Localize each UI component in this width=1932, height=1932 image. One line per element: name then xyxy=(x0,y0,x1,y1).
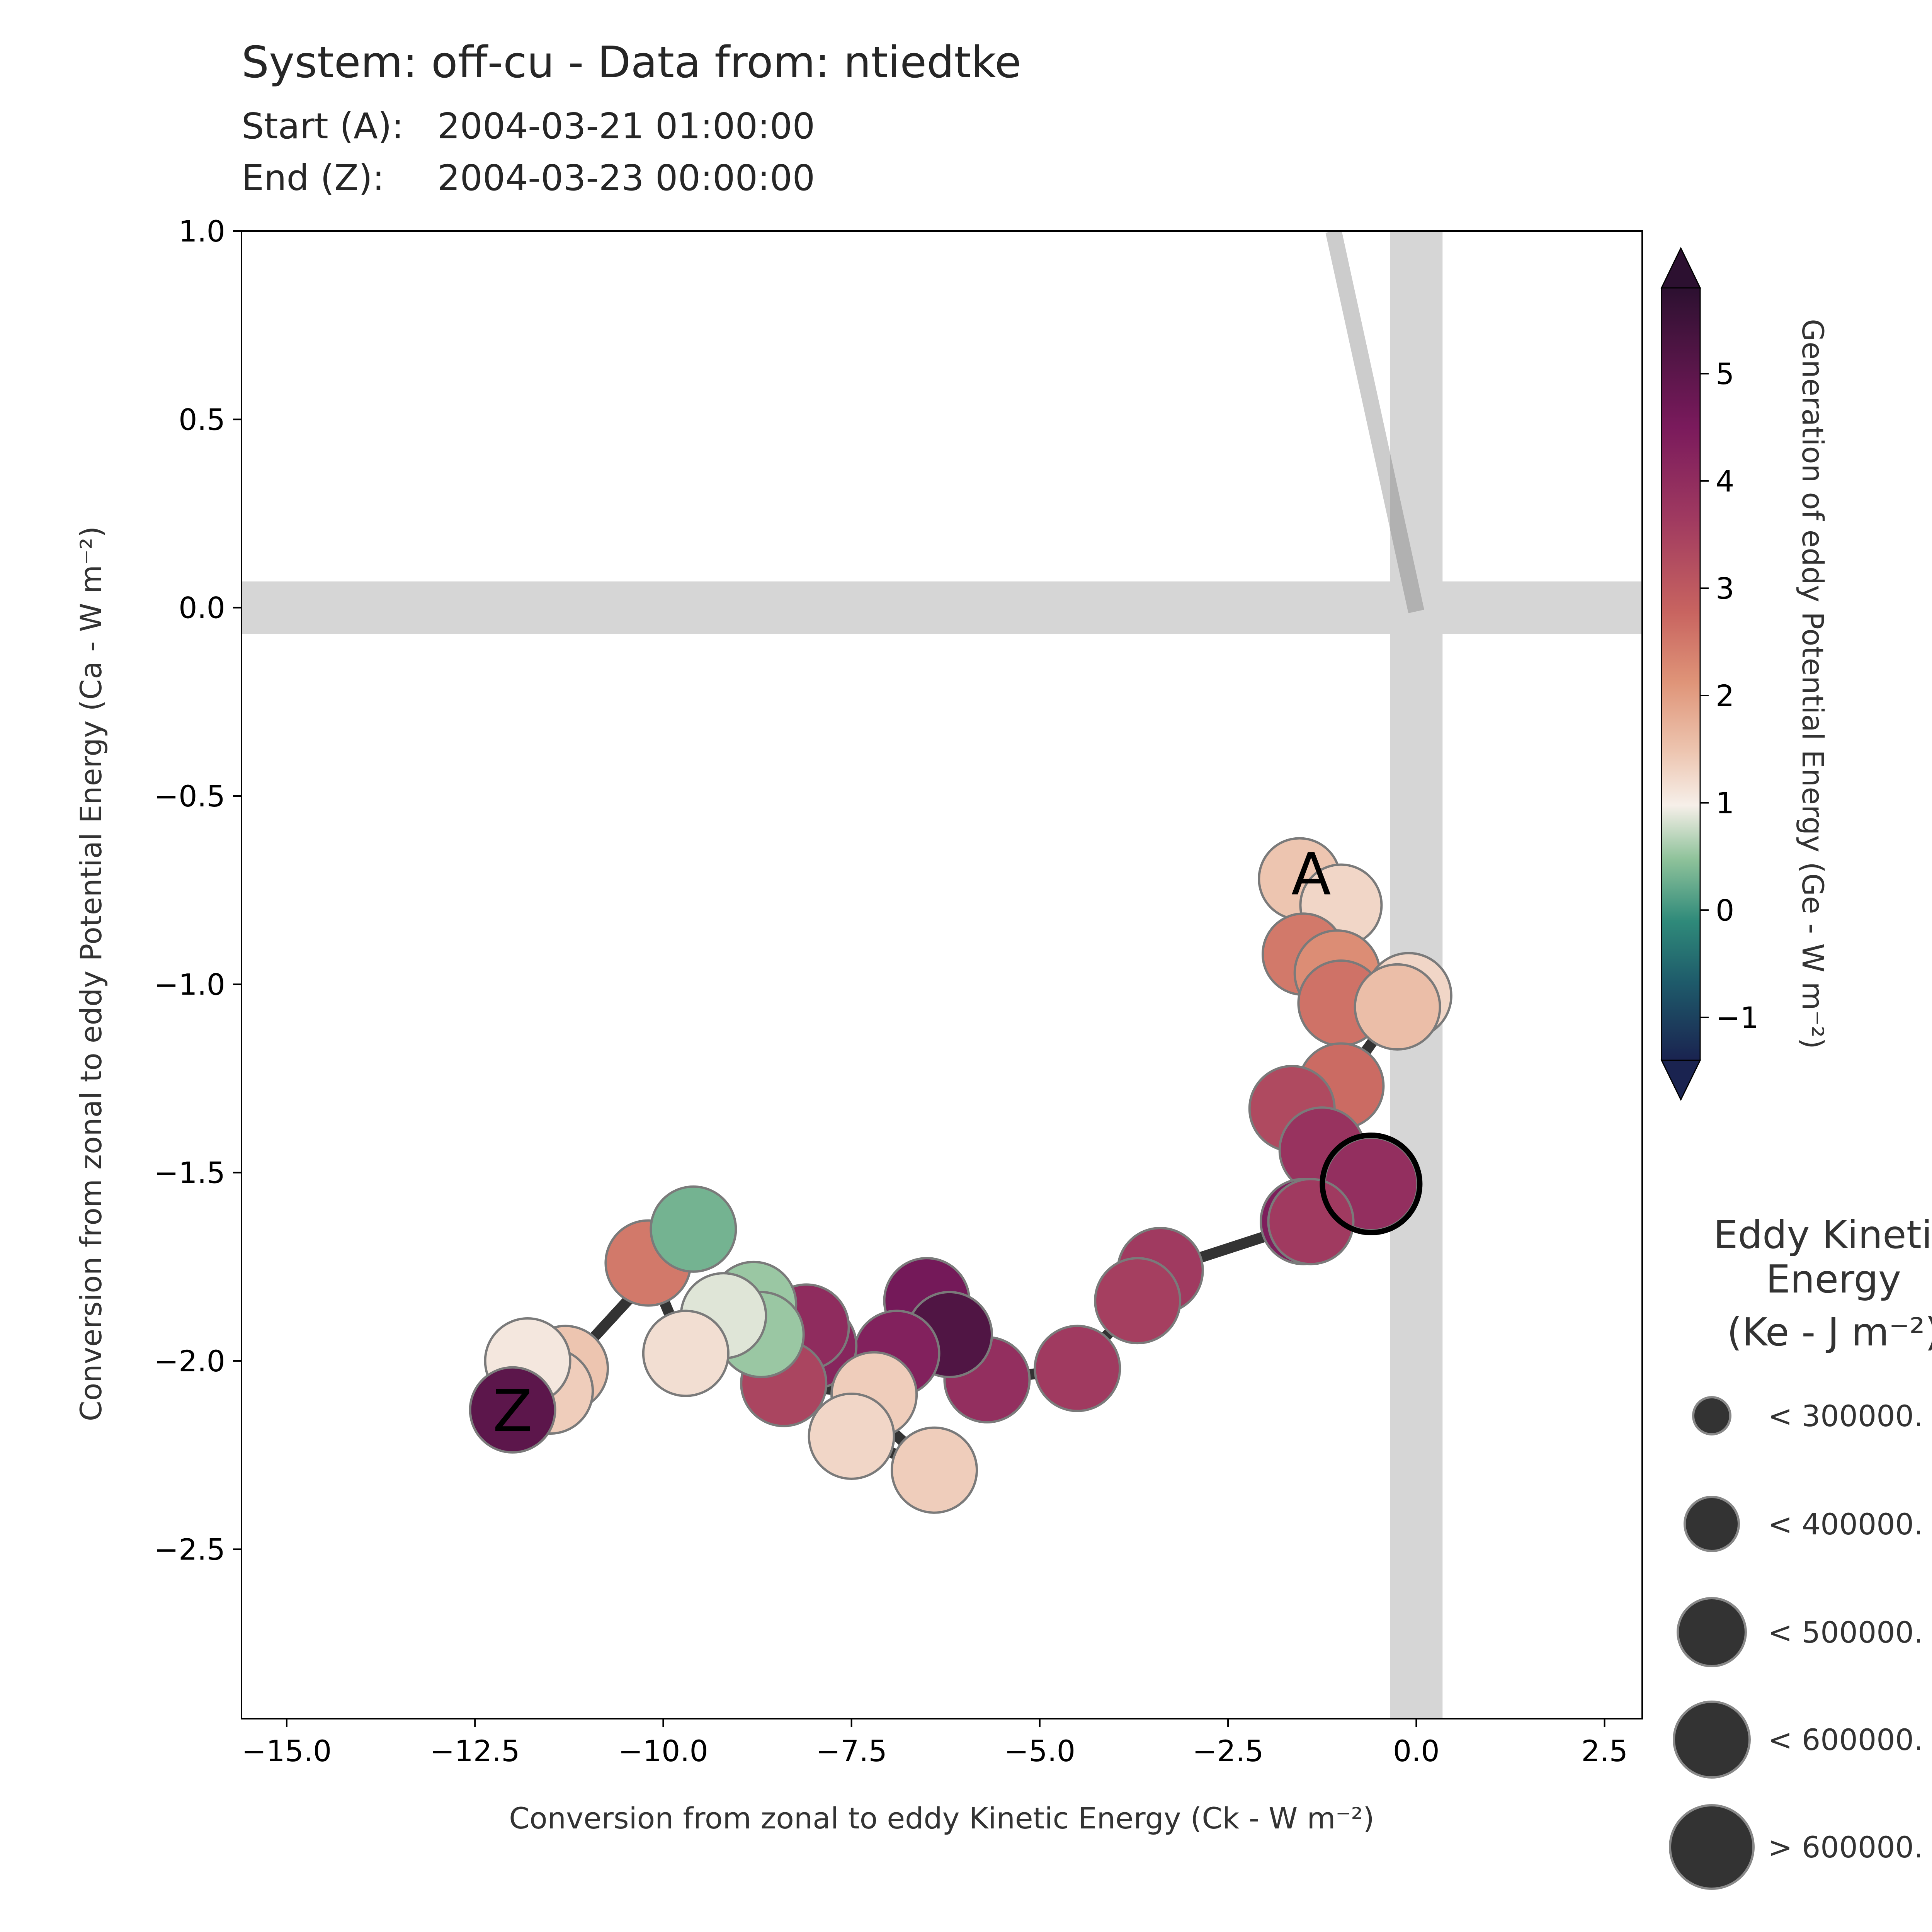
y-tick-label: −1.5 xyxy=(154,1156,225,1190)
x-tick-label: 2.5 xyxy=(1581,1734,1628,1768)
y-tick-label: −2.0 xyxy=(154,1344,225,1378)
colorbar-tick-label: 5 xyxy=(1716,357,1734,391)
colorbar-tick-label: 0 xyxy=(1716,893,1734,927)
legend-marker xyxy=(1669,1804,1755,1890)
data-point xyxy=(1354,963,1441,1051)
data-point xyxy=(891,1426,978,1514)
y-tick-label: 1.0 xyxy=(179,214,225,248)
y-tick-label: −0.5 xyxy=(154,779,225,813)
colorbar-extension-bottom xyxy=(1660,1060,1701,1101)
end-value: 2004-03-23 00:00:00 xyxy=(437,157,815,199)
end-marker: Z xyxy=(493,1378,532,1445)
data-point xyxy=(469,1366,556,1454)
x-tick-label: −7.5 xyxy=(816,1734,887,1768)
data-point xyxy=(1034,1325,1121,1412)
legend-marker xyxy=(1692,1396,1731,1435)
legend-marker xyxy=(1677,1597,1747,1667)
x-tick-label: −2.5 xyxy=(1192,1734,1264,1768)
y-tick-label: 0.5 xyxy=(179,402,225,437)
plot-area: AZ xyxy=(241,230,1643,1719)
trend-line xyxy=(1325,231,1424,613)
x-tick-label: −5.0 xyxy=(1004,1734,1076,1768)
x-axis-label: Conversion from zonal to eddy Kinetic En… xyxy=(509,1801,1374,1835)
start-marker: A xyxy=(1291,841,1331,908)
legend-entry-label: < 300000. xyxy=(1768,1399,1923,1433)
colorbar-gradient xyxy=(1662,288,1700,1060)
end-label: End (Z): xyxy=(242,157,384,199)
legend-title-line-1: Eddy Kinetic xyxy=(1713,1212,1932,1257)
data-point xyxy=(1094,1257,1182,1345)
legend-marker xyxy=(1684,1496,1740,1552)
data-point xyxy=(642,1310,730,1397)
chart-title: System: off-cu - Data from: ntiedtke xyxy=(242,37,1021,88)
x-tick-label: −10.0 xyxy=(618,1734,708,1768)
legend-title-line-3: (Ke - J m⁻²) xyxy=(1727,1310,1932,1355)
legend-entry-label: < 600000. xyxy=(1768,1723,1923,1757)
max-ke-highlight xyxy=(1320,1132,1423,1235)
legend-entry-label: > 600000. xyxy=(1768,1830,1923,1864)
y-tick-label: −2.5 xyxy=(154,1532,225,1566)
colorbar-tick-label: 2 xyxy=(1716,679,1734,713)
x-tick-label: 0.0 xyxy=(1393,1734,1440,1768)
colorbar-label: Generation of eddy Potential Energy (Ge … xyxy=(1796,319,1830,1049)
start-label: Start (A): xyxy=(242,105,404,147)
data-point xyxy=(650,1185,737,1273)
x-tick-label: −12.5 xyxy=(430,1734,520,1768)
legend-title-line-2: Energy xyxy=(1766,1257,1901,1302)
y-tick-label: −1.0 xyxy=(154,967,225,1002)
colorbar-extension-top xyxy=(1660,247,1701,289)
y-tick-label: 0.0 xyxy=(179,591,225,625)
legend-entry-label: < 400000. xyxy=(1768,1507,1923,1541)
x-tick-label: −15.0 xyxy=(242,1734,332,1768)
x-axis: −15.0 −12.5 −10.0 −7.5 −5.0 −2.5 0.0 2.5 xyxy=(242,1719,1628,1768)
y-axis: 1.0 0.5 0.0 −0.5 −1.0 −1.5 −2.0 −2.5 xyxy=(154,214,242,1566)
start-value: 2004-03-21 01:00:00 xyxy=(437,105,815,147)
colorbar-tick-label: 3 xyxy=(1716,571,1734,605)
data-point xyxy=(808,1392,895,1480)
colorbar-tick-label: 4 xyxy=(1716,464,1734,498)
data-point xyxy=(1267,1178,1355,1265)
colorbar: 5 4 3 2 1 0 −1 Generation of eddy Potential En… xyxy=(1660,247,1830,1101)
y-axis-label: Conversion from zonal to eddy Potential … xyxy=(74,526,108,1421)
colorbar-tick-label: −1 xyxy=(1716,1000,1759,1035)
size-legend: Eddy Kinetic Energy (Ke - J m⁻²) < 30000… xyxy=(1669,1212,1932,1890)
plot-frame xyxy=(241,230,1643,1719)
colorbar-frame xyxy=(1661,287,1701,1061)
colorbar-tick-label: 1 xyxy=(1716,786,1734,820)
legend-entry-label: < 500000. xyxy=(1768,1615,1923,1650)
legend-marker xyxy=(1673,1701,1751,1779)
